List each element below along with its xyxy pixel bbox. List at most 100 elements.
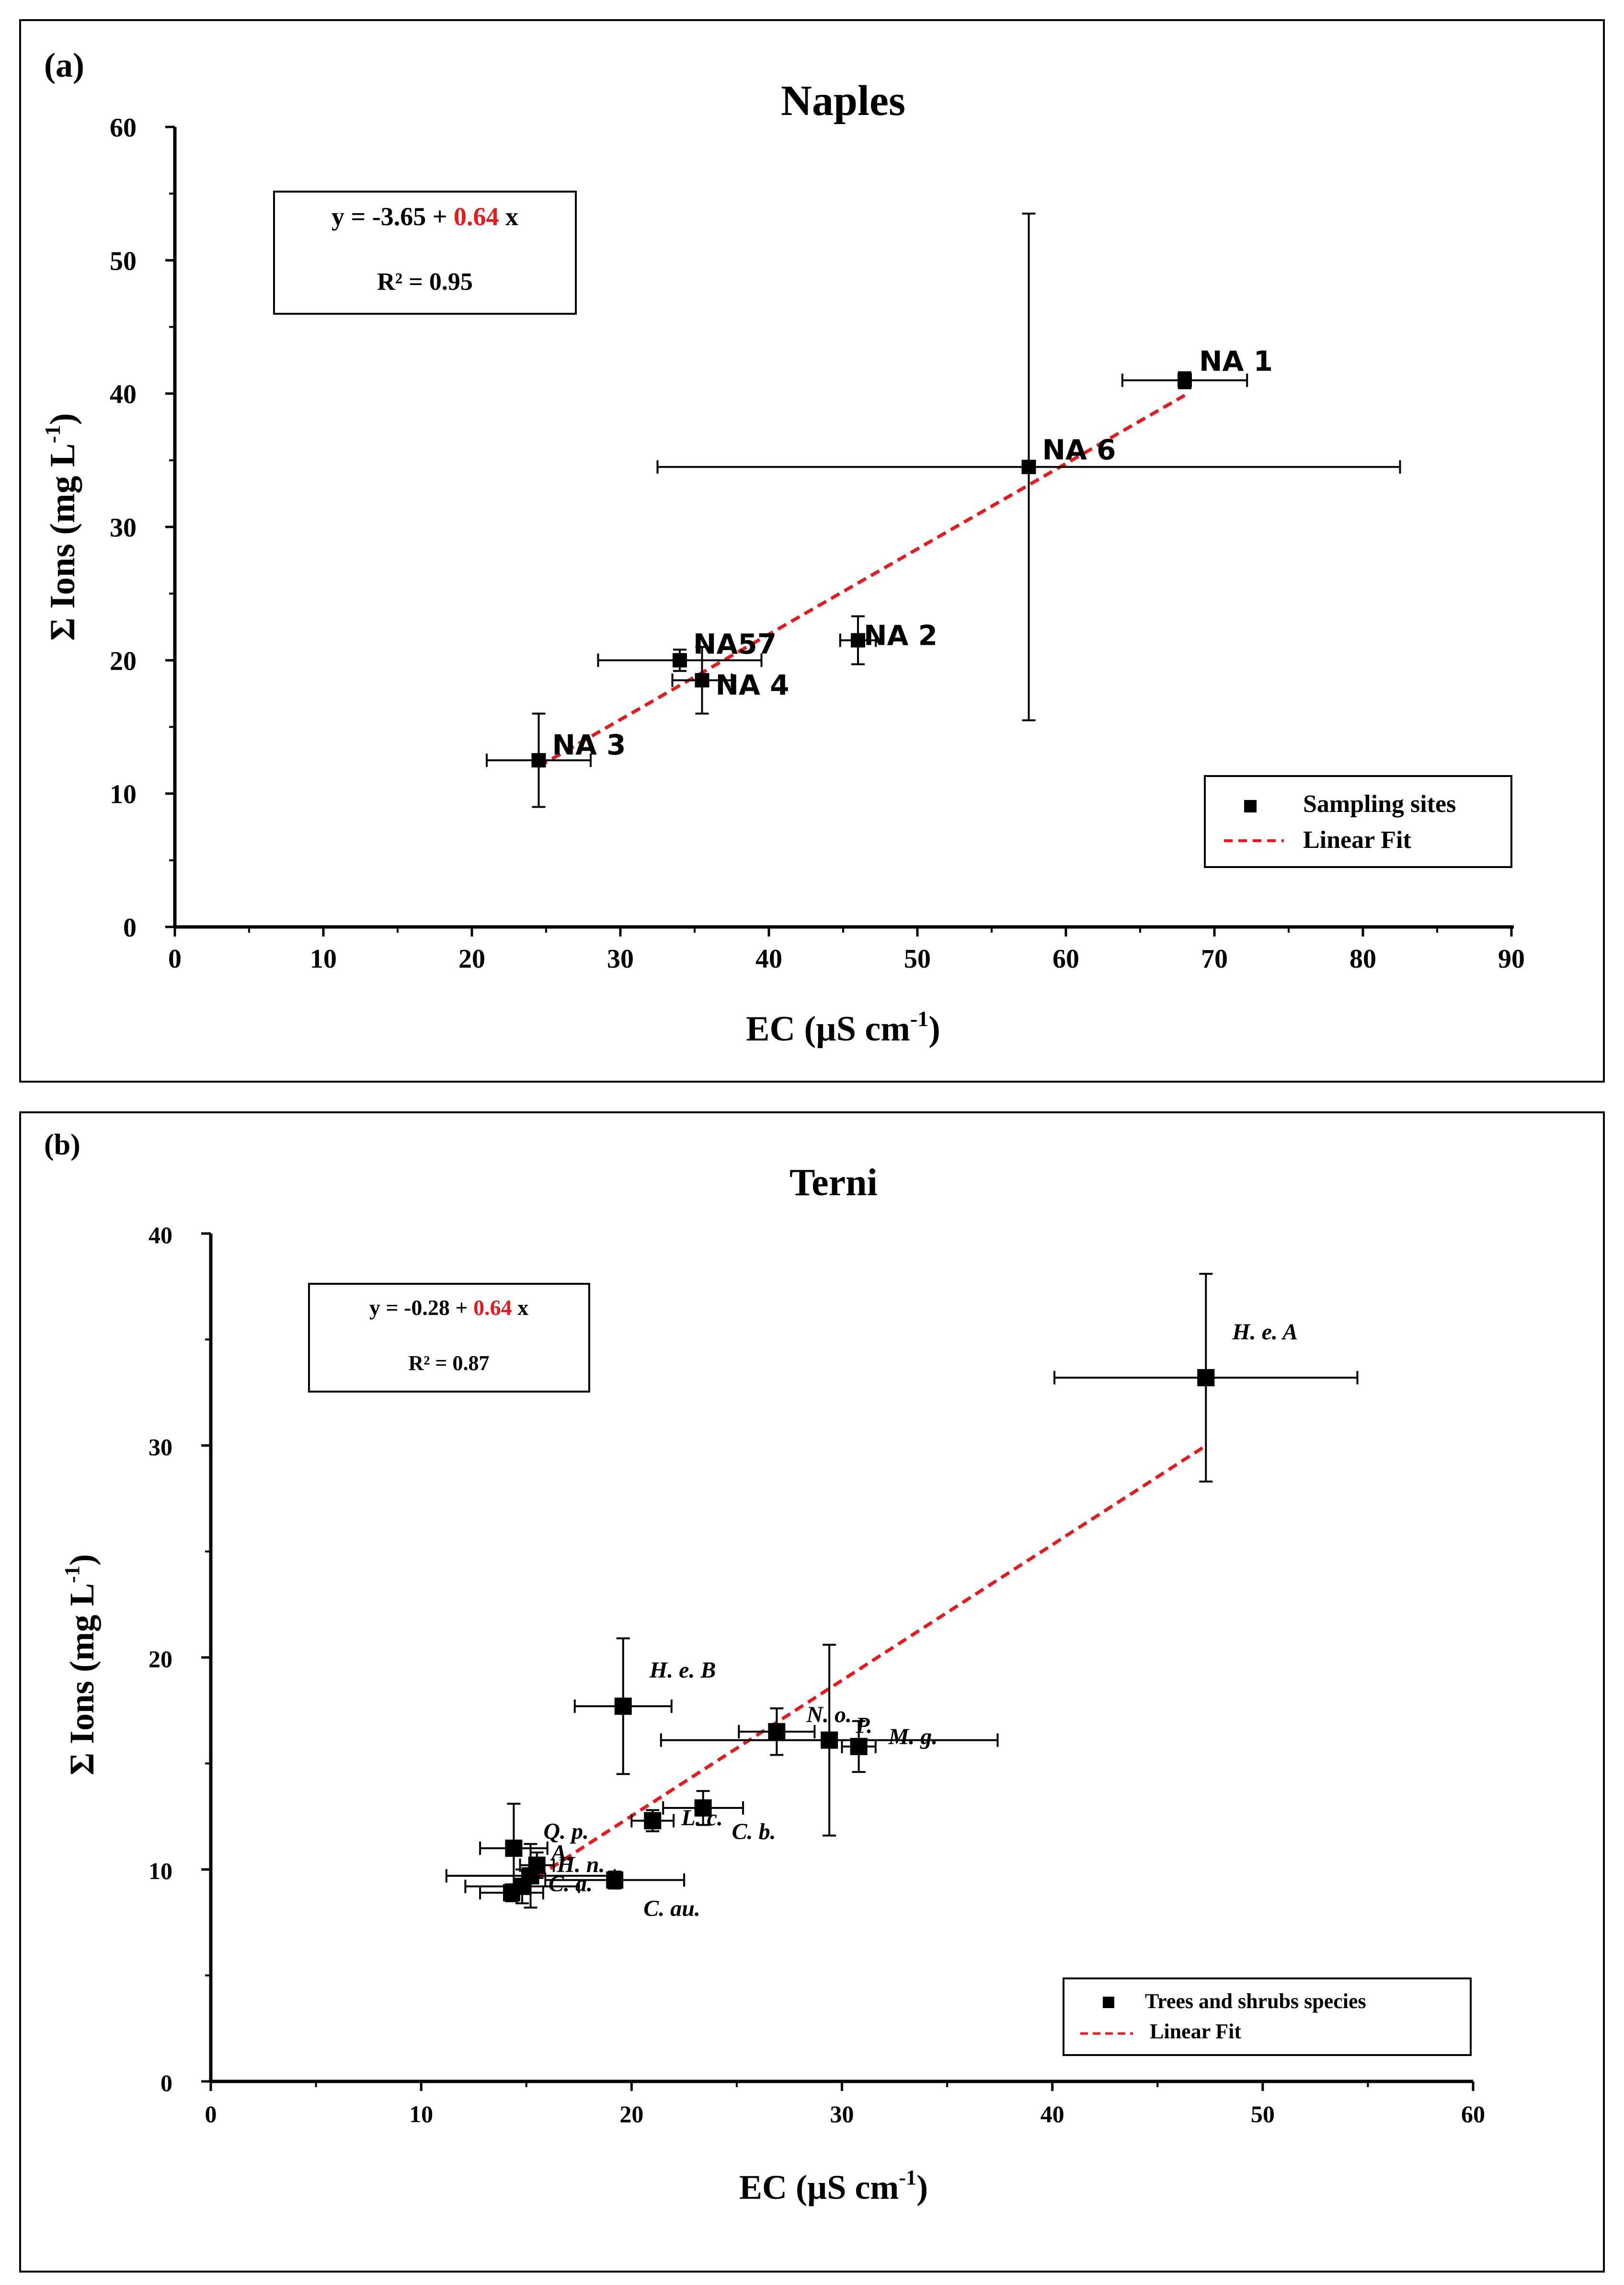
data-point-marker (821, 1731, 838, 1749)
chart-b-legend-marker (1103, 1997, 1114, 2008)
chart-b-x-label-main: EC (µS cm (739, 2168, 899, 2206)
chart-b-y-label-main: Σ Ions (mg L (63, 1583, 101, 1775)
data-point-marker (505, 1839, 523, 1857)
data-point-label: NA 2 (864, 619, 938, 652)
chart-a-eq-slope: 0.64 (454, 202, 499, 231)
x-tick-label: 20 (619, 2101, 643, 2127)
chart-b-r2: R² = 0.87 (408, 1351, 489, 1375)
panel-b-border (19, 1111, 1605, 2273)
data-point-group: C. b. (662, 1790, 776, 1844)
x-tick-label: 80 (1350, 944, 1376, 974)
chart-panel-b: (b) Terni 0 10 20 30 40 50 60 0 10 20 30 40 H. e. … (19, 1111, 1605, 2273)
chart-b-equation-box: y = -0.28 + 0.64 x R² = 0.87 (308, 1283, 590, 1393)
chart-a-r2: R² = 0.95 (377, 268, 473, 296)
x-tick-label: 50 (1251, 2101, 1275, 2127)
chart-a-y-label-tail: ) (43, 413, 82, 425)
x-tick-label: 30 (830, 2101, 854, 2127)
panel-a-label: (a) (44, 46, 84, 84)
data-point-group: NA 6 (656, 212, 1401, 721)
y-tick-label: 0 (160, 2069, 172, 2096)
chart-b-y-ticks: 0 10 20 30 40 (149, 1222, 211, 2096)
data-point-label: C. au. (643, 1896, 700, 1921)
x-tick-label: 10 (310, 944, 337, 974)
chart-a-y-label-sup: -1 (40, 425, 65, 443)
data-point-marker (768, 1723, 786, 1740)
data-point-label: NA 3 (552, 729, 626, 761)
y-tick-label: 60 (110, 113, 137, 143)
chart-a-legend-sampling: Sampling sites (1303, 790, 1456, 818)
data-point-marker (850, 1737, 868, 1755)
data-point-group: NA 1 (1121, 345, 1273, 389)
data-point-label: NA57 (693, 628, 777, 660)
chart-b-equation: y = -0.28 + 0.64 x (369, 1295, 528, 1320)
x-tick-label: 70 (1201, 944, 1228, 974)
data-point-marker (1178, 373, 1192, 388)
data-point-marker (851, 633, 865, 648)
data-point-label: C. b. (732, 1819, 776, 1844)
chart-a-eq-prefix: y = -3.65 + (332, 202, 454, 231)
chart-a-x-label-sup: -1 (910, 1006, 928, 1031)
data-point-group: NA 4 (671, 646, 789, 715)
x-tick-label: 90 (1498, 944, 1525, 974)
chart-b-x-label-sup: -1 (899, 2166, 916, 2189)
x-tick-label: 60 (1052, 944, 1079, 974)
y-tick-label: 0 (123, 913, 137, 943)
y-tick-label: 10 (110, 780, 137, 810)
data-point-label: H. n. (557, 1852, 605, 1877)
data-point-group: H. e. B (573, 1637, 716, 1775)
data-point-group: L. c. (630, 1805, 723, 1832)
data-point-group: NA 2 (839, 615, 938, 665)
chart-b-legend-fit: Linear Fit (1150, 2020, 1241, 2043)
chart-a-fit-line (538, 394, 1186, 768)
data-point-label: M. g. (888, 1724, 938, 1749)
chart-b-title: Terni (789, 1162, 878, 1204)
chart-a-x-label-main: EC (µS cm (746, 1009, 910, 1049)
data-point-group: M. g. (841, 1720, 938, 1773)
x-tick-label: 40 (1041, 2101, 1064, 2127)
chart-b-x-ticks: 0 10 20 30 40 50 60 (205, 2081, 1485, 2127)
chart-a-legend-fit: Linear Fit (1303, 826, 1411, 854)
chart-a-equation-box: y = -3.65 + 0.64 x R² = 0.95 (273, 191, 577, 315)
y-tick-label: 20 (149, 1645, 172, 1672)
data-point-label: C. a. (549, 1871, 593, 1897)
x-tick-label: 50 (904, 944, 931, 974)
chart-a-equation: y = -3.65 + 0.64 x (332, 202, 518, 231)
data-point-marker (1021, 459, 1036, 474)
y-tick-label: 50 (110, 246, 137, 276)
data-point-marker (531, 753, 546, 768)
panel-b-label: (b) (44, 1129, 80, 1161)
chart-b-eq-prefix: y = -0.28 + (369, 1295, 473, 1320)
chart-a-y-ticks: 0 10 20 30 40 50 60 (110, 113, 175, 943)
chart-a-title: Naples (781, 77, 905, 125)
data-point-group (479, 1883, 544, 1902)
y-tick-label: 40 (149, 1222, 172, 1248)
data-point-marker (694, 1799, 712, 1817)
y-tick-label: 10 (149, 1858, 172, 1885)
data-point-label: NA 4 (716, 669, 789, 701)
chart-a-x-axis-label: EC (µS cm-1) (746, 1006, 940, 1049)
chart-b-x-axis-label: EC (µS cm-1) (739, 2166, 928, 2206)
chart-panel-a: (a) Naples 0 10 20 30 40 50 60 70 80 90 0 10 20 30 40… (19, 19, 1605, 1083)
data-point-group: C. a. (464, 1868, 593, 1905)
chart-a-legend-marker (1244, 800, 1257, 812)
chart-b-y-label-tail: ) (63, 1554, 101, 1565)
data-point-label: L. c. (681, 1805, 723, 1831)
chart-b-legend: Trees and shrubs species Linear Fit (1063, 1977, 1472, 2056)
chart-a-y-label-main: Σ Ions (mg L (43, 443, 82, 640)
x-tick-label: 60 (1461, 2101, 1485, 2127)
y-tick-label: 20 (110, 646, 137, 676)
data-point-label: P. (855, 1713, 872, 1738)
data-point-marker (614, 1697, 632, 1715)
data-point-label: NA 6 (1042, 434, 1116, 466)
chart-a-legend: Sampling sites Linear Fit (1204, 775, 1512, 868)
data-point-group: NA 3 (486, 712, 626, 808)
data-point-marker (673, 653, 687, 668)
chart-b-legend-species: Trees and shrubs species (1145, 1989, 1366, 2013)
panel-a-border (19, 19, 1605, 1083)
x-tick-label: 40 (755, 944, 782, 974)
x-tick-label: 10 (409, 2101, 433, 2127)
data-point-label: Q. p. (543, 1818, 589, 1844)
y-tick-label: 30 (110, 513, 137, 543)
y-tick-label: 40 (110, 380, 137, 410)
